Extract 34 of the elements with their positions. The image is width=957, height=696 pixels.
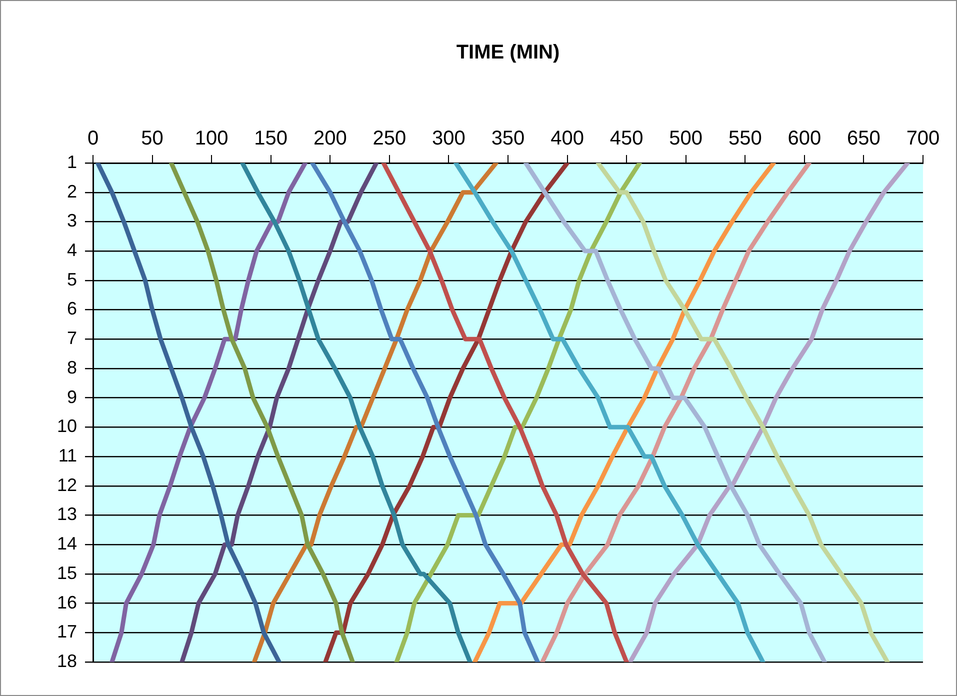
x-tick-label: 50	[141, 128, 164, 150]
y-tick-label: 14	[56, 534, 77, 554]
y-tick-label: 8	[66, 357, 77, 378]
x-tick-label: 150	[254, 128, 288, 150]
y-tick-label: 17	[56, 622, 77, 642]
x-tick-label: 400	[550, 128, 584, 150]
x-tick-label: 350	[491, 128, 525, 150]
y-tick-label: 10	[56, 416, 77, 436]
x-tick-label: 0	[87, 128, 99, 150]
x-tick-label: 700	[906, 128, 940, 150]
y-tick-label: 18	[56, 650, 77, 671]
y-tick-label: 3	[66, 210, 77, 231]
x-tick-label: 300	[432, 128, 466, 150]
x-tick-label: 250	[372, 128, 406, 150]
y-tick-label: 9	[66, 386, 77, 407]
y-tick-label: 7	[66, 328, 77, 348]
y-tick-label: 15	[56, 562, 77, 583]
x-axis-title: TIME (MIN)	[456, 42, 560, 64]
y-tick-label: 6	[66, 298, 77, 319]
y-tick-label: 11	[58, 446, 77, 466]
x-tick-label: 550	[728, 128, 762, 150]
y-tick-label: 4	[66, 240, 77, 260]
x-tick-label: 650	[847, 128, 880, 150]
x-tick-label: 500	[669, 128, 703, 150]
y-tick-label: 12	[56, 474, 77, 495]
y-tick-label: 13	[56, 504, 77, 524]
x-tick-label: 200	[313, 128, 347, 150]
y-tick-label: 16	[56, 592, 77, 612]
y-tick-label: 5	[66, 269, 77, 290]
x-tick-label: 600	[788, 128, 822, 150]
x-tick-label: 100	[194, 128, 228, 150]
y-tick-label: 2	[66, 181, 77, 202]
y-tick-label: 1	[66, 152, 77, 172]
x-tick-label: 450	[610, 128, 644, 150]
